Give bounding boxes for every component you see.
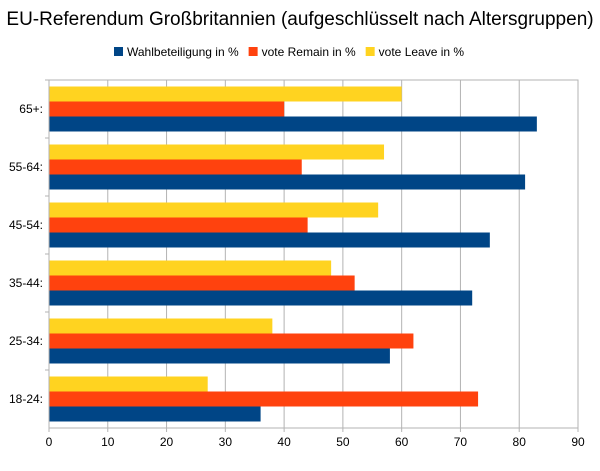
bar-vote-remain-in-25-34: [49, 333, 414, 349]
bar-wahlbeteiligung-in-25-34: [49, 348, 390, 364]
y-category-label: 55-64:: [9, 160, 43, 174]
y-category-label: 18-24:: [9, 392, 43, 406]
bar-wahlbeteiligung-in-45-54: [49, 232, 490, 248]
bar-wahlbeteiligung-in-18-24: [49, 406, 261, 422]
bar-vote-remain-in-45-54: [49, 217, 308, 233]
y-category-label: 65+:: [19, 102, 43, 116]
x-tick-label: 0: [46, 435, 53, 449]
bars: [49, 86, 537, 422]
bar-vote-remain-in-18-24: [49, 391, 479, 407]
bar-vote-leave-in-18-24: [49, 376, 208, 392]
bar-wahlbeteiligung-in-55-64: [49, 174, 526, 190]
legend-swatch: [365, 47, 375, 56]
plot-frame: [48, 79, 579, 429]
x-tick-label: 40: [277, 435, 291, 449]
x-tick-label: 60: [395, 435, 409, 449]
y-category-label: 45-54:: [9, 218, 43, 232]
x-tick-label: 70: [454, 435, 468, 449]
grid: [107, 80, 520, 428]
legend-swatch: [114, 47, 123, 56]
legend-swatch: [248, 47, 258, 56]
bar-vote-remain-in-55-64: [49, 159, 302, 175]
legend-label: vote Remain in %: [262, 45, 356, 59]
bar-wahlbeteiligung-in-65+: [49, 116, 537, 132]
bar-vote-leave-in-45-54: [49, 202, 379, 218]
x-tick-label: 20: [160, 435, 174, 449]
y-category-label: 35-44:: [9, 276, 43, 290]
y-axis-categories: 18-24: 25-34: 35-44: 45-54: 55-64: 65+:: [9, 79, 49, 406]
legend: Wahlbeteiligung in % vote Remain in % vote…: [114, 45, 464, 59]
bar-vote-leave-in-35-44: [49, 260, 332, 276]
bar-vote-leave-in-25-34: [49, 318, 273, 334]
bar-vote-leave-in-65+: [49, 86, 402, 102]
x-tick-label: 10: [101, 435, 115, 449]
x-axis-ticks: 0 10 20 30 40 50 60 70 80 90: [46, 428, 585, 449]
x-tick-label: 90: [571, 435, 585, 449]
bar-vote-remain-in-65+: [49, 101, 285, 117]
x-tick-label: 50: [336, 435, 350, 449]
x-tick-label: 80: [513, 435, 527, 449]
legend-label: vote Leave in %: [379, 45, 465, 59]
y-category-label: 25-34:: [9, 334, 43, 348]
bar-wahlbeteiligung-in-35-44: [49, 290, 473, 306]
chart-title: EU-Referendum Großbritannien (aufgeschlü…: [6, 9, 593, 30]
legend-label: Wahlbeteiligung in %: [127, 45, 239, 59]
bar-vote-leave-in-55-64: [49, 144, 385, 160]
bar-vote-remain-in-35-44: [49, 275, 355, 291]
x-tick-label: 30: [219, 435, 233, 449]
